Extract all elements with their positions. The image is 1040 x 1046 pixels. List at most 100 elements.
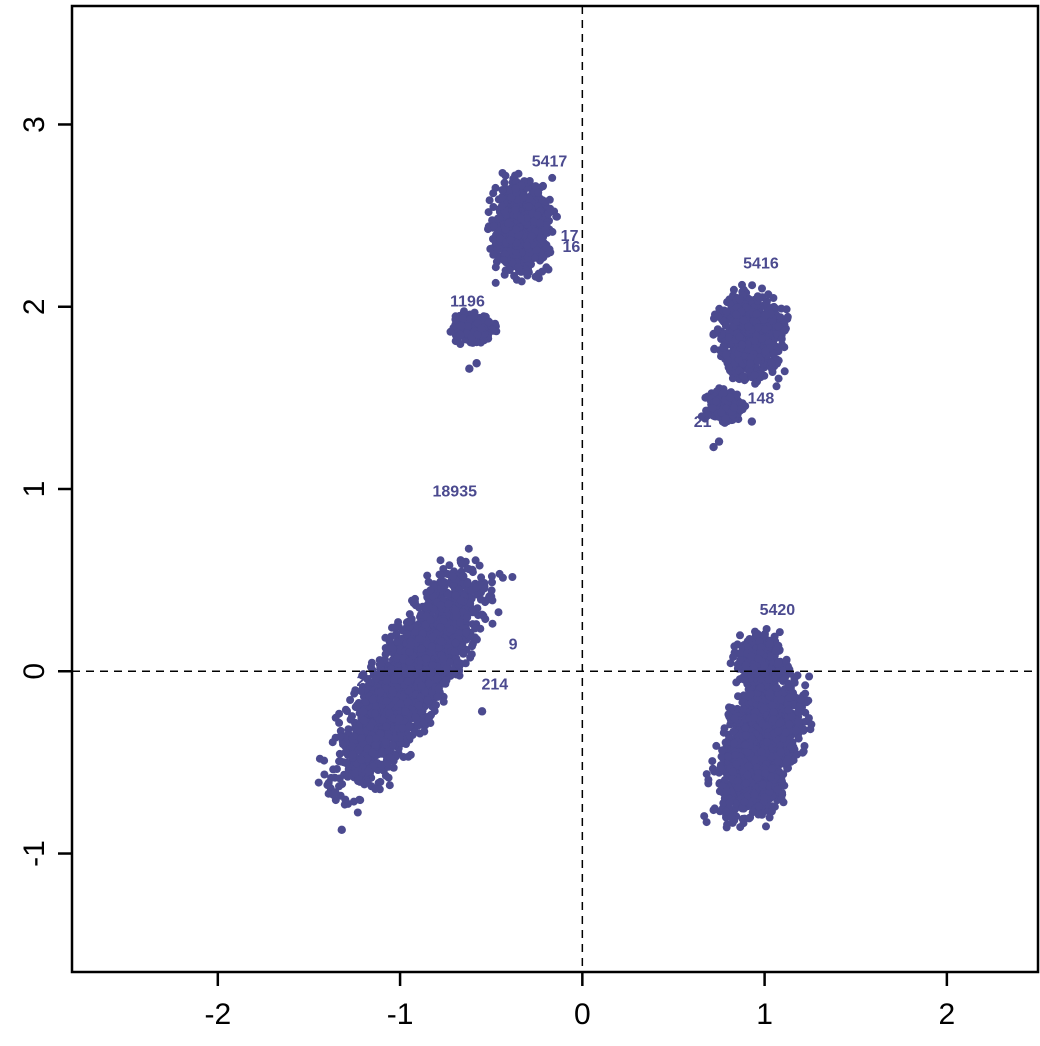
data-point [544, 265, 553, 274]
data-point [541, 226, 550, 235]
data-point [387, 643, 396, 652]
data-point [500, 270, 509, 279]
data-point [401, 707, 410, 716]
data-point [459, 572, 468, 580]
data-point [376, 659, 385, 668]
data-point [722, 350, 730, 359]
data-point [442, 676, 451, 685]
data-point [774, 374, 783, 383]
data-point [457, 560, 466, 569]
data-point [472, 583, 481, 592]
data-point [755, 293, 764, 302]
data-point [456, 340, 465, 348]
data-point [423, 571, 432, 580]
data-point [472, 635, 481, 644]
data-point [353, 808, 362, 817]
data-point [730, 403, 738, 412]
data-point [329, 765, 338, 774]
data-point [489, 250, 498, 259]
data-point [385, 781, 394, 790]
data-point [405, 610, 414, 619]
data-point [762, 299, 771, 308]
data-point [523, 241, 531, 250]
data-point [451, 606, 460, 615]
data-point [512, 225, 521, 234]
data-point [752, 309, 761, 318]
data-point [339, 740, 347, 749]
data-point [463, 613, 472, 622]
data-point [494, 608, 503, 617]
data-point [372, 734, 380, 743]
data-point [512, 238, 521, 247]
data-point [444, 600, 453, 609]
data-point [738, 341, 746, 349]
data-point [432, 674, 441, 683]
data-point [428, 661, 437, 669]
data-point [531, 182, 540, 191]
data-point [497, 194, 506, 202]
data-point [415, 603, 424, 612]
data-point [376, 688, 385, 696]
data-point [393, 671, 402, 679]
data-point [448, 572, 457, 581]
data-point [517, 277, 526, 286]
data-point [467, 333, 476, 341]
data-point [464, 322, 472, 331]
data-point [449, 666, 457, 675]
data-point [432, 701, 440, 709]
data-point [398, 724, 407, 733]
data-point [541, 197, 550, 206]
data-point [538, 182, 547, 191]
data-point [478, 610, 486, 619]
data-point [514, 263, 523, 272]
data-point [394, 618, 403, 627]
data-point [368, 695, 377, 704]
data-point [506, 236, 515, 245]
data-point [476, 595, 485, 604]
data-point [445, 561, 454, 570]
data-point [428, 632, 437, 641]
data-point [748, 281, 757, 290]
data-point [424, 714, 433, 723]
data-point [491, 278, 500, 287]
data-point [381, 738, 390, 746]
data-point [477, 324, 486, 333]
data-point [411, 713, 420, 721]
data-point [553, 212, 561, 221]
data-point [460, 307, 468, 316]
data-point [414, 701, 423, 710]
data-point [473, 330, 482, 339]
data-point [726, 393, 735, 402]
data-point [783, 312, 792, 321]
data-point [366, 722, 375, 731]
data-point [359, 707, 368, 716]
data-point [439, 654, 448, 663]
data-point [735, 295, 744, 304]
plot-area-background [72, 6, 1038, 972]
data-point [498, 186, 507, 194]
points-layer [314, 169, 816, 835]
data-point [368, 748, 377, 757]
data-point [357, 755, 366, 764]
data-point [383, 759, 392, 768]
data-point [495, 569, 504, 578]
data-point [422, 654, 431, 663]
data-point [450, 647, 459, 656]
data-point [461, 628, 470, 637]
data-point [754, 323, 763, 332]
data-point [501, 225, 510, 234]
data-point [359, 716, 368, 725]
data-point [376, 777, 385, 786]
data-point [724, 363, 733, 372]
data-point [464, 544, 473, 553]
data-point [459, 649, 468, 658]
data-point [735, 332, 744, 341]
data-point [496, 234, 505, 243]
data-point [461, 659, 470, 668]
data-point [348, 712, 356, 721]
data-point [764, 290, 773, 299]
data-point [729, 285, 738, 294]
data-point [438, 579, 447, 588]
data-point [407, 641, 415, 649]
